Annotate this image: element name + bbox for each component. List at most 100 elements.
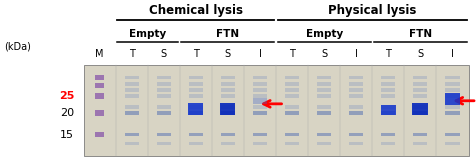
Bar <box>285 82 298 86</box>
Bar <box>380 88 395 92</box>
Bar <box>317 111 330 115</box>
Bar <box>252 88 267 92</box>
Bar <box>285 88 298 92</box>
Bar <box>157 105 170 109</box>
Bar <box>445 82 458 86</box>
Bar <box>188 104 203 115</box>
Bar <box>252 82 267 86</box>
Bar <box>317 111 330 115</box>
Bar <box>157 142 170 145</box>
Bar <box>220 82 235 86</box>
Bar <box>317 133 330 136</box>
Bar <box>157 88 170 92</box>
Bar <box>413 133 426 136</box>
Text: I: I <box>354 48 357 59</box>
Text: S: S <box>416 48 423 59</box>
Bar <box>380 133 395 136</box>
Bar <box>445 76 458 79</box>
Bar <box>413 105 426 109</box>
Bar <box>252 105 267 109</box>
Bar <box>348 142 363 145</box>
Bar <box>380 82 395 86</box>
Text: T: T <box>192 48 198 59</box>
Bar <box>252 111 267 115</box>
Bar <box>124 142 139 145</box>
Bar <box>95 93 104 99</box>
Bar <box>348 88 363 92</box>
Bar <box>188 142 202 145</box>
Bar <box>380 105 395 109</box>
Bar <box>380 133 395 136</box>
Bar <box>413 111 426 115</box>
Bar <box>317 76 330 79</box>
Text: T: T <box>385 48 390 59</box>
Bar <box>157 82 170 86</box>
Bar <box>220 133 235 136</box>
Bar <box>188 76 202 79</box>
Bar <box>252 111 267 115</box>
Bar <box>124 82 139 86</box>
Bar <box>445 94 458 98</box>
Bar <box>445 111 458 115</box>
Bar <box>445 133 458 136</box>
Text: (kDa): (kDa) <box>4 42 30 52</box>
Bar <box>188 82 202 86</box>
Bar <box>445 111 458 115</box>
Bar <box>380 105 395 115</box>
Bar <box>157 111 170 115</box>
Text: S: S <box>160 48 167 59</box>
Bar <box>348 94 363 98</box>
Bar <box>252 94 267 98</box>
Text: 15: 15 <box>60 130 74 140</box>
Bar <box>124 111 139 115</box>
Bar <box>252 98 267 104</box>
Bar <box>124 105 139 109</box>
Bar <box>252 133 267 136</box>
Bar <box>317 88 330 92</box>
Bar <box>95 75 104 80</box>
Text: Empty: Empty <box>305 29 342 38</box>
Bar <box>445 133 458 136</box>
Text: 20: 20 <box>60 108 74 118</box>
Bar <box>285 105 298 109</box>
Text: S: S <box>320 48 327 59</box>
Bar <box>380 111 395 115</box>
Bar <box>188 111 202 115</box>
Text: FTN: FTN <box>216 29 239 38</box>
Bar <box>413 88 426 92</box>
Bar <box>413 111 426 115</box>
Bar <box>413 142 426 145</box>
Bar <box>188 105 202 109</box>
Bar <box>348 111 363 115</box>
Bar <box>317 105 330 109</box>
Bar <box>348 82 363 86</box>
Bar <box>317 142 330 145</box>
Text: 25: 25 <box>59 91 74 101</box>
Text: Empty: Empty <box>129 29 166 38</box>
Bar <box>380 76 395 79</box>
Text: M: M <box>95 48 104 59</box>
Bar <box>445 105 458 109</box>
Bar <box>124 111 139 115</box>
Bar <box>188 133 202 136</box>
Text: T: T <box>129 48 134 59</box>
Bar <box>124 76 139 79</box>
Bar <box>380 111 395 115</box>
Bar <box>252 133 267 136</box>
Bar <box>220 88 235 92</box>
Bar <box>220 104 235 115</box>
Bar <box>348 111 363 115</box>
Bar <box>348 76 363 79</box>
Bar <box>157 94 170 98</box>
Bar <box>188 133 202 136</box>
Bar <box>252 76 267 79</box>
Bar <box>412 103 427 115</box>
Bar <box>220 94 235 98</box>
Bar <box>220 111 235 115</box>
Bar <box>124 133 139 136</box>
Bar <box>157 76 170 79</box>
Bar <box>220 105 235 109</box>
Bar <box>95 110 104 116</box>
Bar <box>124 88 139 92</box>
Bar <box>445 88 458 92</box>
